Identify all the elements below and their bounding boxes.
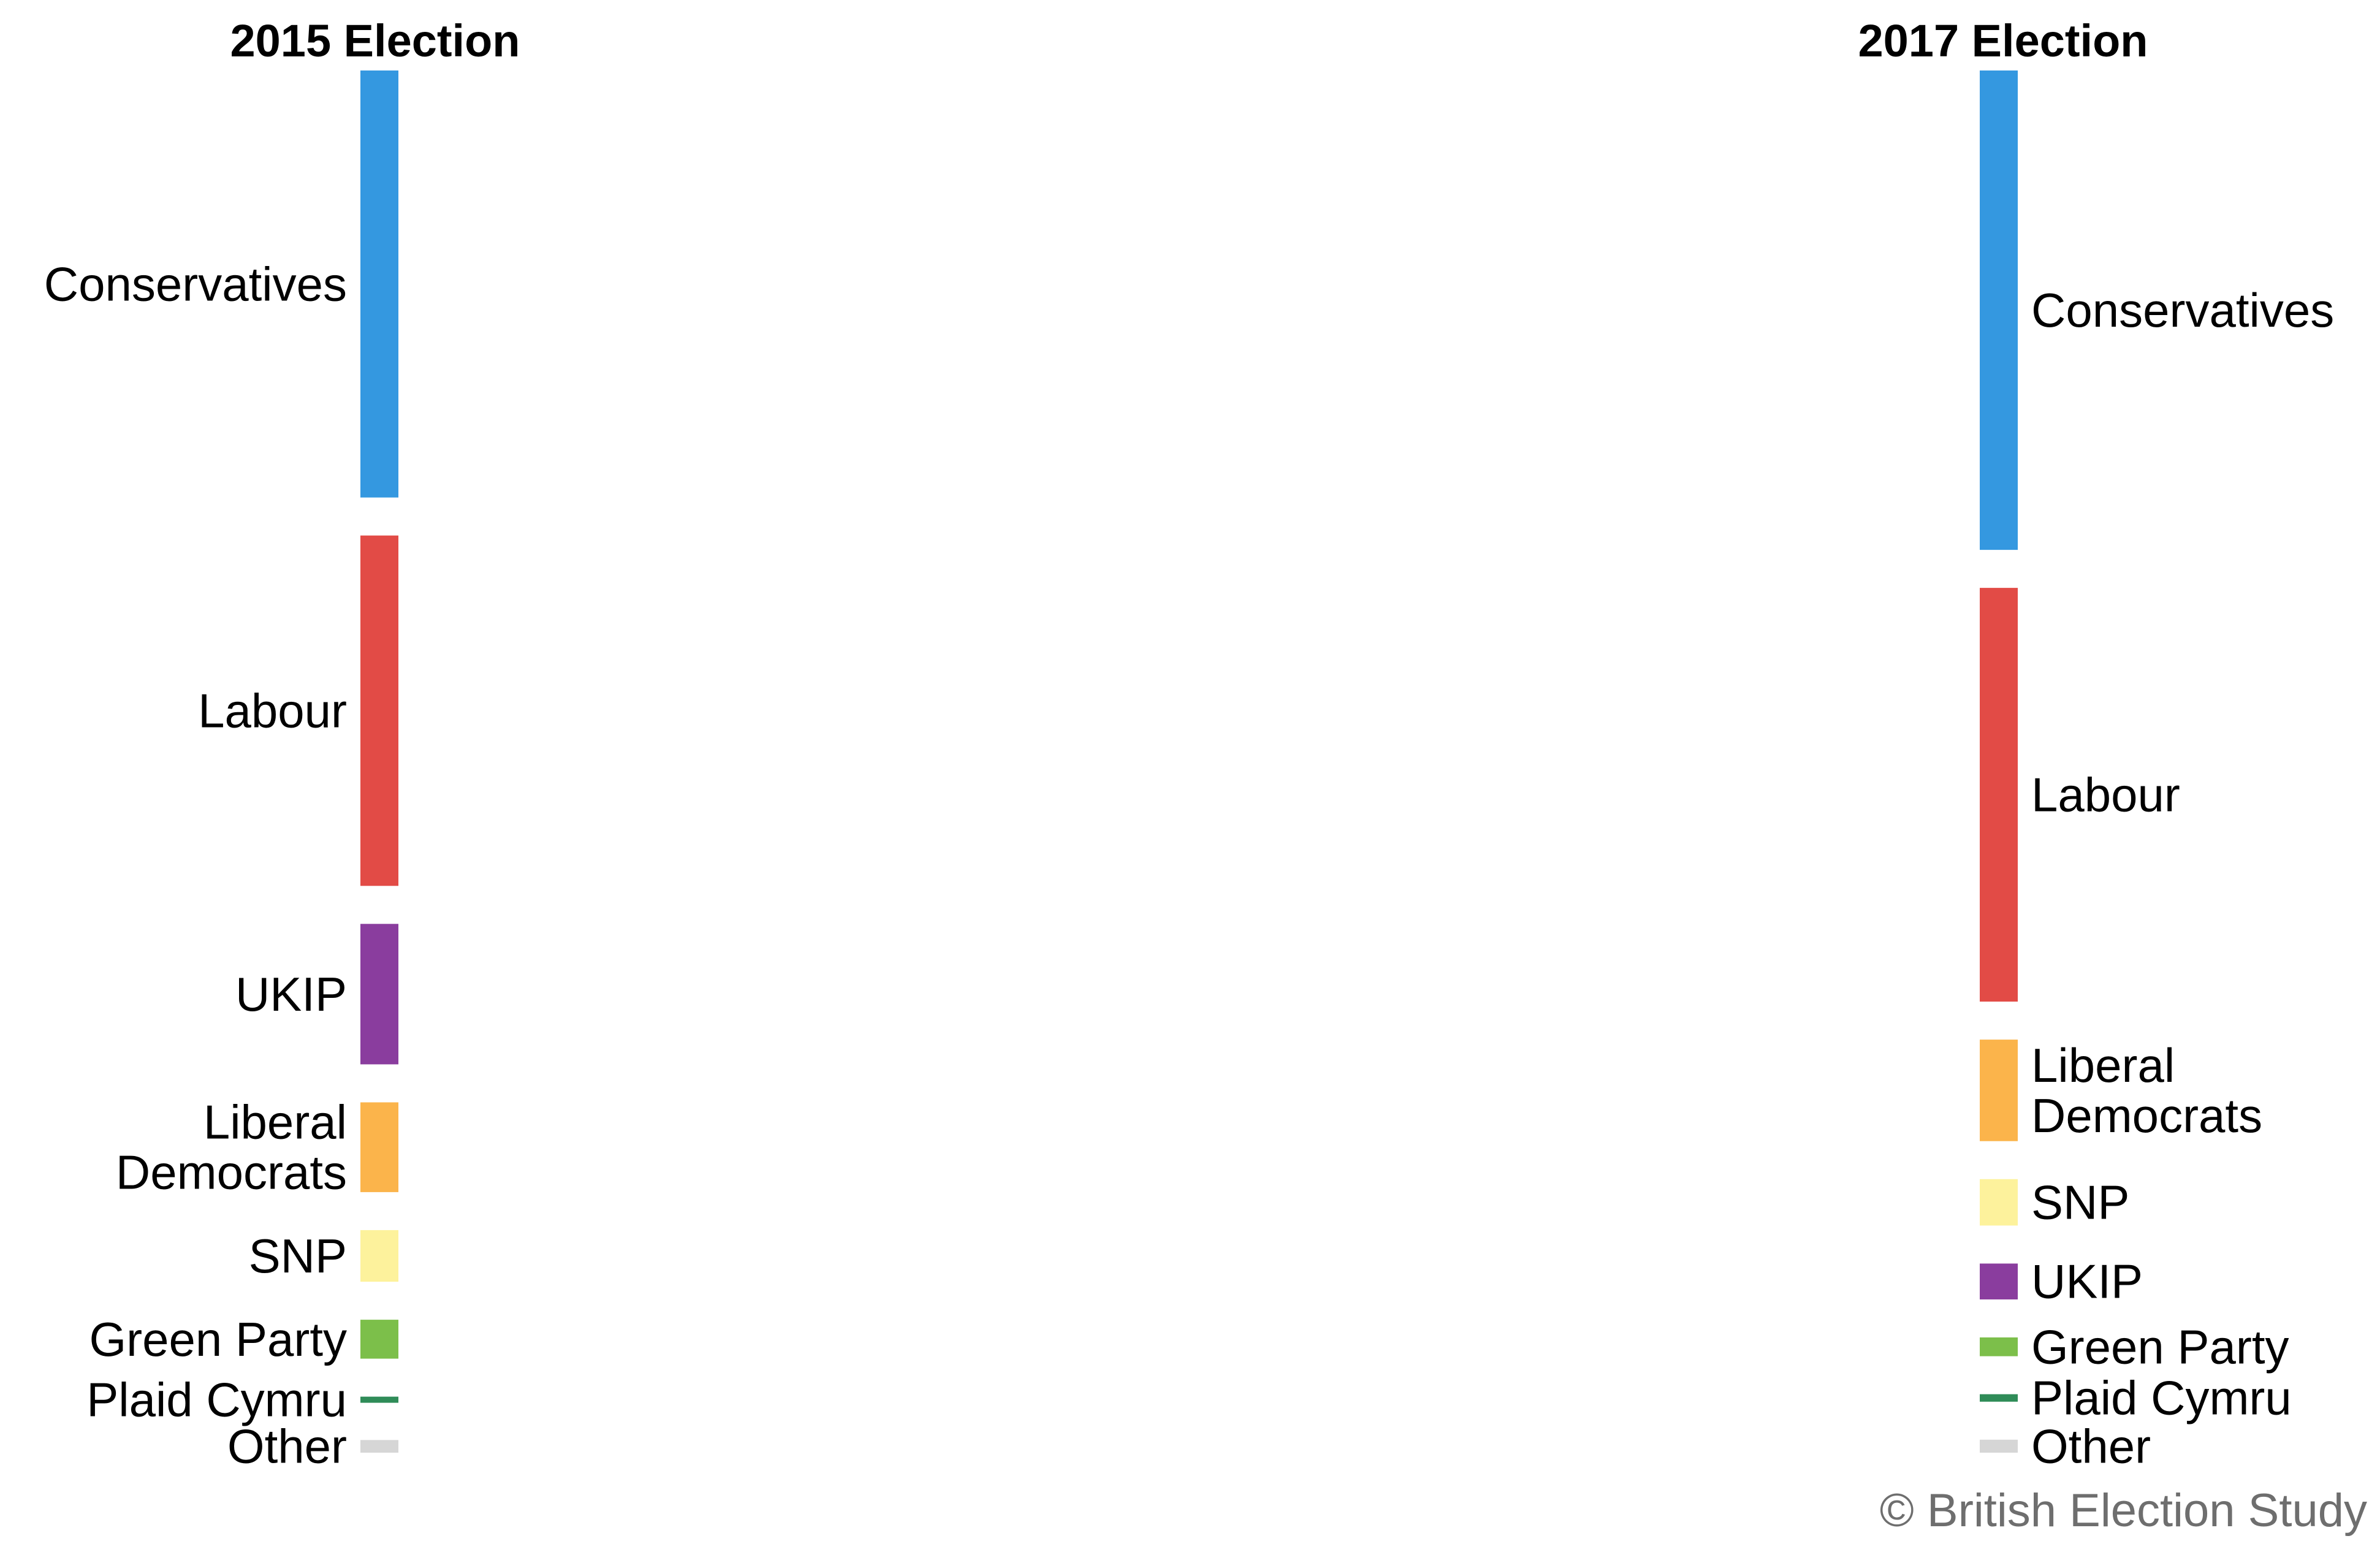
left-node-pc	[360, 1396, 398, 1403]
flow-snp-to-con	[398, 542, 1980, 1233]
flow-con-to-ld	[398, 463, 1980, 1065]
flow-con-to-pc	[398, 495, 1980, 1394]
flow-snp-to-ld	[398, 1135, 1980, 1241]
left-node-green	[360, 1320, 398, 1359]
right-node-lab	[1980, 588, 2018, 1002]
right-label-snp: SNP	[2031, 1176, 2129, 1230]
left-label-green: Green Party	[89, 1312, 347, 1366]
flow-ukip-to-lab	[398, 926, 1980, 1027]
right-node-green	[1980, 1337, 2018, 1356]
flow-green-to-con	[398, 546, 1980, 1322]
left-node-ukip	[360, 924, 398, 1065]
flow-green-to-ld	[398, 1138, 1980, 1348]
flow-lab-to-con	[398, 417, 1980, 565]
flow-con-to-ukip	[398, 490, 1980, 1266]
flow-ld-to-ukip	[398, 1188, 1980, 1299]
flow-lab-to-lab	[398, 565, 1980, 926]
right-label-ukip: UKIP	[2031, 1255, 2143, 1309]
flow-links	[398, 70, 1980, 1453]
flow-ukip-to-green	[398, 1061, 1980, 1344]
flow-snp-to-other	[398, 1281, 1980, 1445]
flow-snp-to-snp	[398, 1185, 1980, 1280]
flow-pc-to-pc	[398, 1397, 1980, 1402]
flow-con-to-green	[398, 493, 1980, 1339]
right-node-ukip	[1980, 1263, 2018, 1299]
left-label-con: Conservatives	[44, 257, 347, 311]
right-label-lab: Labour	[2031, 768, 2180, 822]
flow-green-to-lab	[398, 976, 1980, 1345]
flow-pc-to-lab	[398, 998, 1980, 1398]
flow-other-to-con	[398, 547, 1980, 1442]
flow-con-to-snp	[398, 489, 1980, 1180]
flow-ld-to-snp	[398, 1184, 1980, 1188]
right-label-con: Conservatives	[2031, 283, 2334, 337]
left-node-snp	[360, 1230, 398, 1282]
right-node-snp	[1980, 1179, 2018, 1226]
left-node-other	[360, 1440, 398, 1453]
flow-other-to-lab	[398, 999, 1980, 1444]
right-label-ld-line2: Democrats	[2031, 1089, 2262, 1143]
flow-other-to-green	[398, 1355, 1980, 1447]
right-node-con	[1980, 70, 2018, 550]
right-column-title: 2017 Election	[1858, 15, 2148, 66]
flow-ukip-to-pc	[398, 1062, 1980, 1397]
flow-other-to-snp	[398, 1225, 1980, 1446]
flow-other-to-ld	[398, 1140, 1980, 1445]
flow-ukip-to-ukip	[398, 1030, 1980, 1299]
flow-con-to-con	[398, 70, 1980, 417]
flow-green-to-snp	[398, 1224, 1980, 1348]
right-label-green: Green Party	[2031, 1320, 2289, 1374]
left-column-title: 2015 Election	[230, 15, 520, 66]
right-node-pc	[1980, 1394, 2018, 1402]
flow-lab-to-ld	[398, 856, 1980, 1086]
flow-con-to-other	[398, 496, 1980, 1441]
flow-ukip-to-ld	[398, 1026, 1980, 1089]
flow-lab-to-snp	[398, 876, 1980, 1182]
left-nodes-2015	[360, 70, 398, 1453]
flow-lab-to-green	[398, 880, 1980, 1342]
left-node-con	[360, 70, 398, 498]
right-node-ld	[1980, 1040, 2018, 1141]
right-label-ld-line1: Liberal	[2031, 1038, 2175, 1092]
left-label-ukip: UKIP	[235, 967, 347, 1021]
right-nodes-2017	[1980, 70, 2018, 1453]
flow-snp-to-green	[398, 1280, 1980, 1346]
right-label-other: Other	[2031, 1419, 2151, 1473]
credit-text: © British Election Study	[1880, 1485, 2367, 1537]
left-label-snp: SNP	[249, 1229, 347, 1283]
flow-con-to-lab	[398, 417, 1980, 633]
left-label-other: Other	[227, 1420, 347, 1474]
flow-lab-to-pc	[398, 883, 1980, 1396]
flow-other-to-other	[398, 1447, 1980, 1453]
flow-snp-to-lab	[398, 971, 1980, 1238]
left-label-pc: Plaid Cymru	[86, 1373, 347, 1427]
left-label-ld-line1: Liberal	[203, 1095, 347, 1149]
flow-ld-to-other	[398, 1192, 1980, 1445]
right-node-other	[1980, 1439, 2018, 1453]
flow-lab-to-ukip	[398, 878, 1980, 1268]
flow-ukip-to-other	[398, 1063, 1980, 1445]
flow-ld-to-ld	[398, 1089, 1980, 1188]
left-label-lab: Labour	[198, 683, 347, 737]
left-node-ld	[360, 1102, 398, 1192]
flow-green-to-green	[398, 1346, 1980, 1358]
flow-green-to-other	[398, 1358, 1980, 1447]
left-node-lab	[360, 535, 398, 886]
flow-ld-to-con	[398, 525, 1980, 1119]
flow-ukip-to-con	[398, 446, 1980, 1003]
flow-ld-to-green	[398, 1189, 1980, 1345]
flow-lab-to-other	[398, 884, 1980, 1443]
flow-ld-to-pc	[398, 1191, 1980, 1397]
flow-ld-to-lab	[398, 948, 1980, 1142]
right-label-pc: Plaid Cymru	[2031, 1371, 2292, 1425]
flow-ukip-to-snp	[398, 1029, 1980, 1184]
left-label-ld-line2: Democrats	[116, 1146, 347, 1200]
